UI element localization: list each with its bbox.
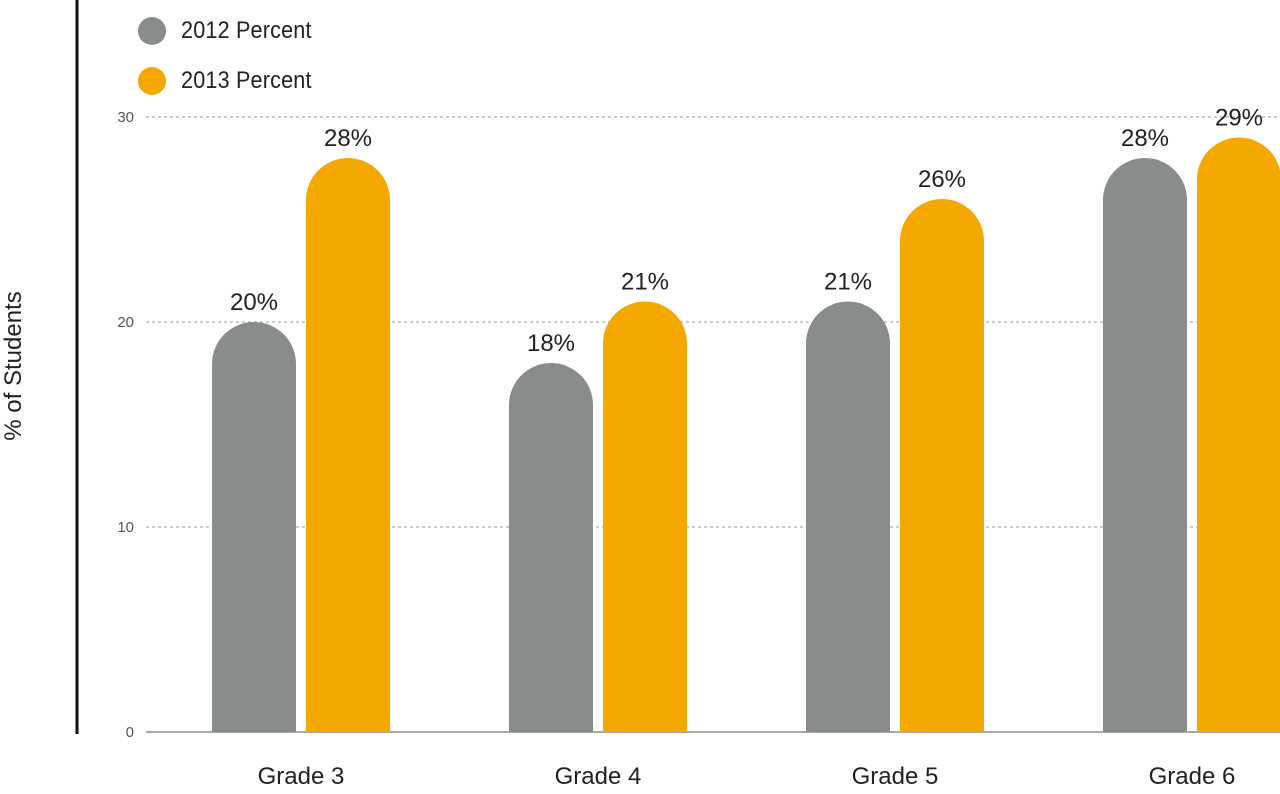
legend-label-2012: 2012 Percent	[181, 17, 312, 44]
x-tick-label: Grade 6	[1149, 763, 1236, 790]
chart-legend: 2012 Percent 2013 Percent	[138, 6, 326, 106]
x-tick-label: Grade 5	[852, 763, 939, 790]
x-tick-label: Grade 4	[555, 763, 642, 790]
data-label: 18%	[527, 330, 575, 357]
bar	[603, 301, 687, 732]
data-label: 20%	[230, 289, 278, 316]
data-label: 21%	[621, 269, 669, 296]
bar	[806, 301, 890, 732]
legend-swatch-2013	[138, 67, 166, 95]
legend-item-2012: 2012 Percent	[138, 6, 326, 56]
y-tick-label: 30	[117, 109, 134, 126]
y-tick-label: 10	[117, 519, 134, 536]
legend-item-2013: 2013 Percent	[138, 56, 326, 106]
data-label: 21%	[824, 269, 872, 296]
legend-swatch-2012	[138, 17, 166, 45]
data-label: 29%	[1215, 105, 1263, 132]
bar	[212, 322, 296, 732]
bar	[306, 158, 390, 732]
legend-label-2013: 2013 Percent	[181, 67, 312, 94]
bar	[509, 363, 593, 732]
y-tick-label: 20	[117, 314, 134, 331]
data-label: 28%	[1121, 125, 1169, 152]
bar	[1197, 137, 1280, 732]
x-tick-label: Grade 3	[258, 763, 345, 790]
bar	[900, 199, 984, 732]
bar	[1103, 158, 1187, 732]
data-label: 28%	[324, 125, 372, 152]
data-label: 26%	[918, 166, 966, 193]
y-tick-label: 0	[126, 724, 134, 741]
